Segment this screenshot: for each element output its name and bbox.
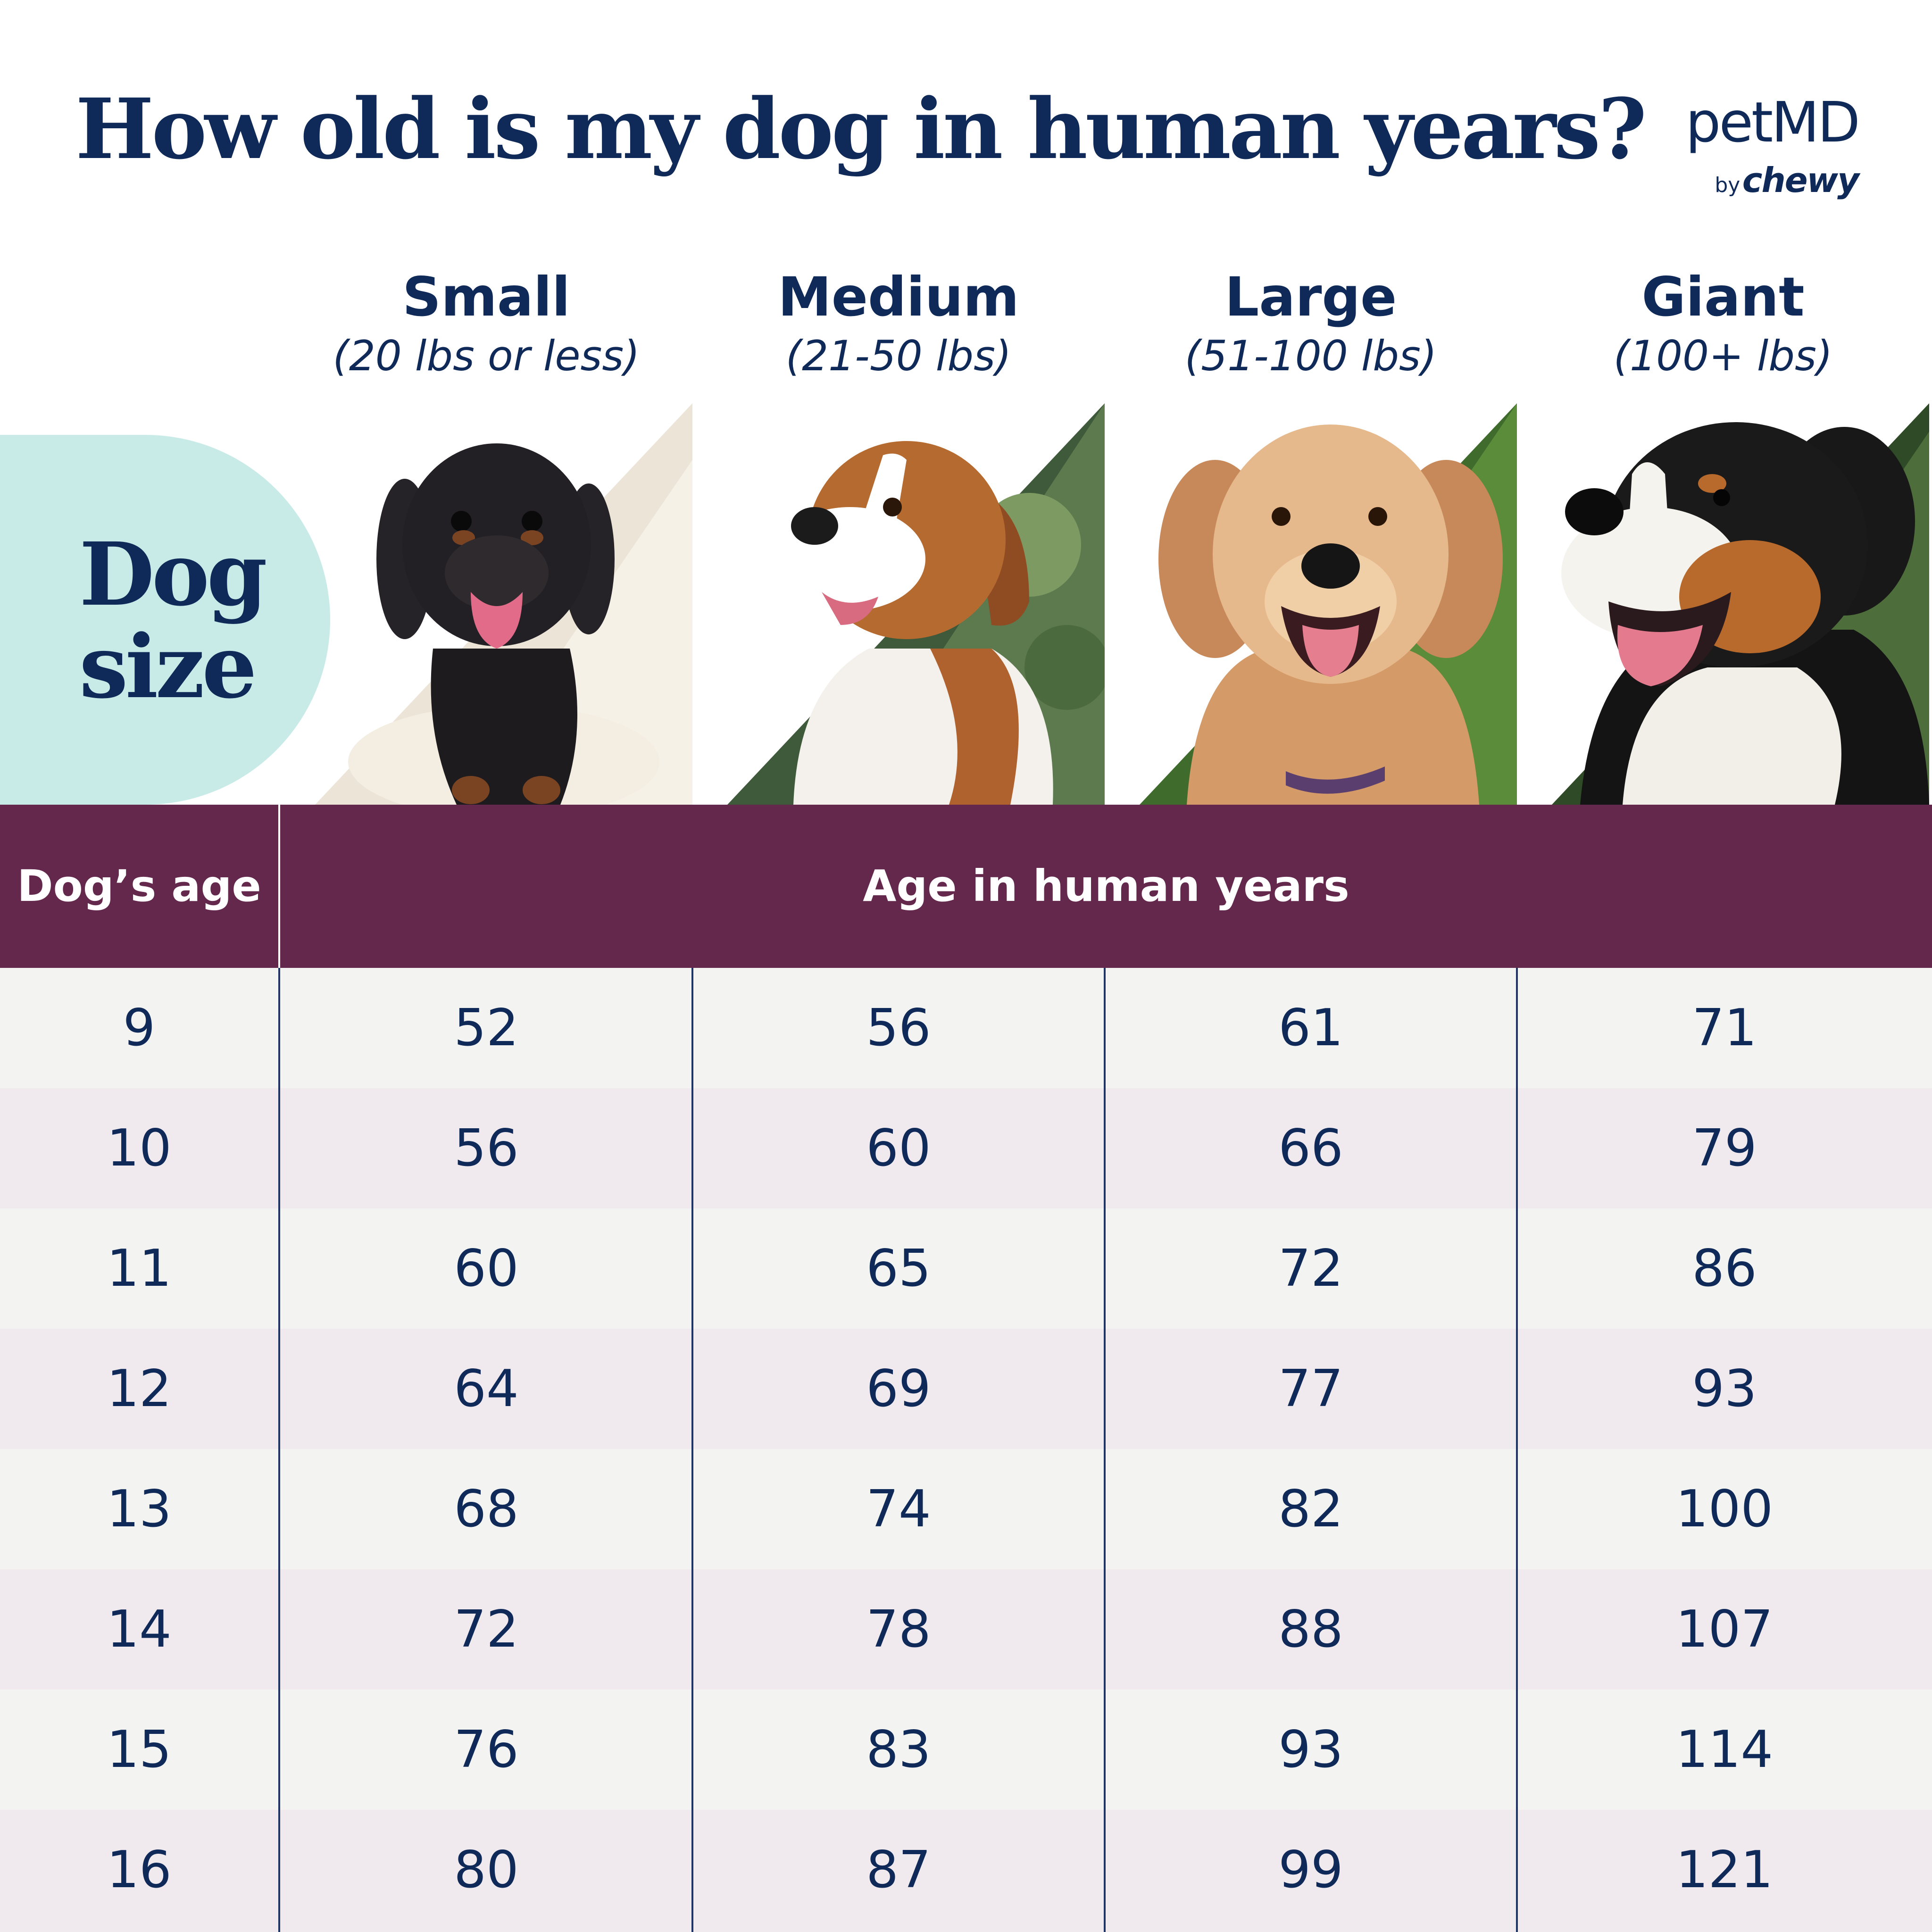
size-range: (51-100 lbs) (1184, 332, 1437, 380)
bernese-mountain-dog-illustration (1552, 403, 1929, 805)
column-divider (1516, 968, 1518, 1932)
size-range: (21-50 lbs) (785, 332, 1012, 380)
small-value-cell: 60 (454, 1239, 519, 1298)
giant-value-cell: 71 (1692, 999, 1757, 1058)
dog-size-badge (0, 435, 330, 805)
size-name: Small (402, 266, 570, 328)
small-value-cell: 52 (454, 999, 519, 1058)
dog-age-cell: 16 (107, 1840, 172, 1899)
large-value-cell: 77 (1278, 1359, 1343, 1418)
large-value-cell: 99 (1278, 1840, 1343, 1899)
table-row: 14 72 78 88 107 (0, 1569, 1932, 1690)
medium-value-cell: 78 (866, 1600, 931, 1659)
table-row: 9 52 56 61 71 (0, 968, 1932, 1088)
beagle-illustration (727, 403, 1105, 805)
dog-size-line2: size (79, 616, 257, 718)
table-row: 15 76 83 93 114 (0, 1690, 1932, 1810)
giant-value-cell: 107 (1675, 1600, 1774, 1659)
dog-age-cell: 14 (107, 1600, 172, 1659)
giant-value-cell: 86 (1692, 1239, 1757, 1298)
medium-value-cell: 74 (866, 1480, 931, 1539)
small-dog-photo (315, 403, 692, 805)
logo-by: by (1715, 173, 1740, 197)
medium-value-cell: 65 (866, 1239, 931, 1298)
giant-value-cell: 114 (1675, 1720, 1774, 1779)
header-divider (278, 805, 280, 968)
size-heading-medium: Medium (21-50 lbs) (692, 266, 1105, 384)
size-name: Giant (1641, 266, 1805, 328)
logo-subline: by chewy (1715, 160, 1859, 200)
small-value-cell: 64 (454, 1359, 519, 1418)
large-dog-photo (1140, 403, 1517, 805)
dachshund-illustration (315, 403, 692, 805)
logo-brand: chewy (1742, 160, 1859, 200)
large-value-cell: 66 (1278, 1119, 1343, 1178)
large-value-cell: 93 (1278, 1720, 1343, 1779)
table-row: 13 68 74 82 100 (0, 1449, 1932, 1569)
medium-value-cell: 87 (866, 1840, 931, 1899)
small-value-cell: 68 (454, 1480, 519, 1539)
column-divider (278, 968, 280, 1932)
petmd-logo: petMD by chewy (1641, 90, 1860, 203)
size-range: (20 lbs or less) (333, 332, 640, 380)
giant-value-cell: 93 (1692, 1359, 1757, 1418)
size-heading-large: Large (51-100 lbs) (1105, 266, 1517, 384)
dogs-age-header: Dog’s age (17, 861, 261, 911)
size-range: (100+ lbs) (1613, 332, 1833, 380)
medium-value-cell: 56 (866, 999, 931, 1058)
large-value-cell: 72 (1278, 1239, 1343, 1298)
table-row: 10 56 60 66 79 (0, 1088, 1932, 1208)
medium-value-cell: 60 (866, 1119, 931, 1178)
dog-age-cell: 11 (107, 1239, 172, 1298)
column-divider (691, 968, 693, 1932)
dog-size-line1: Dog (79, 524, 267, 625)
large-value-cell: 82 (1278, 1480, 1343, 1539)
column-divider (1104, 968, 1106, 1932)
dog-age-cell: 12 (107, 1359, 172, 1418)
giant-value-cell: 121 (1675, 1840, 1774, 1899)
large-value-cell: 88 (1278, 1600, 1343, 1659)
page-title: How old is my dog in human years? (75, 80, 1647, 178)
giant-dog-photo (1552, 403, 1929, 805)
medium-value-cell: 83 (866, 1720, 931, 1779)
small-value-cell: 76 (454, 1720, 519, 1779)
small-value-cell: 72 (454, 1600, 519, 1659)
logo-wordmark: petMD (1685, 90, 1860, 155)
dog-age-cell: 9 (123, 999, 156, 1058)
medium-value-cell: 69 (866, 1359, 931, 1418)
giant-value-cell: 100 (1675, 1480, 1774, 1539)
giant-value-cell: 79 (1692, 1119, 1757, 1178)
medium-dog-photo (727, 403, 1105, 805)
golden-retriever-illustration (1140, 403, 1517, 805)
dog-age-cell: 13 (107, 1480, 172, 1539)
dog-size-label: Dog size (79, 524, 267, 718)
table-header-band (0, 805, 1932, 968)
small-value-cell: 56 (454, 1119, 519, 1178)
table-row: 11 60 65 72 86 (0, 1208, 1932, 1329)
size-name: Large (1224, 266, 1397, 328)
human-age-header: Age in human years (863, 861, 1349, 911)
size-heading-small: Small (20 lbs or less) (280, 266, 692, 384)
age-table: 9 52 56 61 71 10 56 60 66 79 11 60 65 72… (0, 968, 1932, 1932)
table-row: 12 64 69 77 93 (0, 1329, 1932, 1449)
dog-age-cell: 15 (107, 1720, 172, 1779)
dog-age-cell: 10 (107, 1119, 172, 1178)
size-heading-giant: Giant (100+ lbs) (1517, 266, 1929, 384)
large-value-cell: 61 (1278, 999, 1343, 1058)
small-value-cell: 80 (454, 1840, 519, 1899)
table-row: 16 80 87 99 121 (0, 1810, 1932, 1932)
size-name: Medium (778, 266, 1019, 328)
